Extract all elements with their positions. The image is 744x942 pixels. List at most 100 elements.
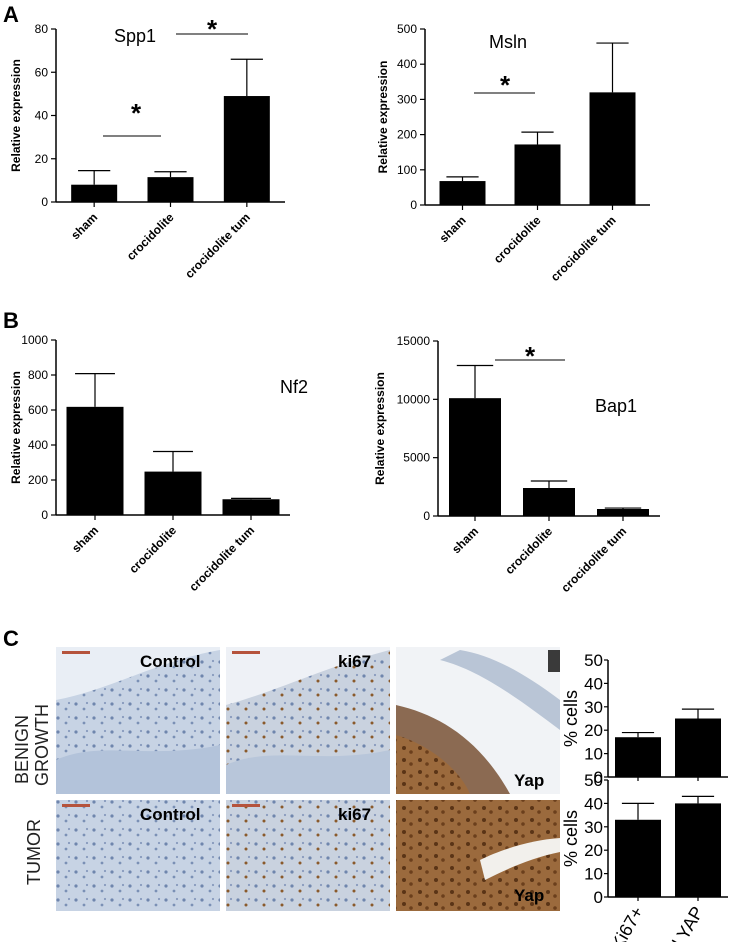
y-tick-label: 0 bbox=[423, 509, 430, 523]
y-tick-label: 50 bbox=[584, 651, 603, 670]
chart-title: Bap1 bbox=[595, 396, 637, 416]
y-tick-label: 20 bbox=[35, 152, 49, 166]
y-tick-label: 400 bbox=[28, 438, 48, 452]
y-tick-label: 200 bbox=[397, 128, 417, 142]
y-tick-label: 15000 bbox=[397, 334, 431, 348]
category-label: nucl YAP bbox=[654, 903, 708, 942]
category-label: sham bbox=[437, 213, 469, 245]
chart-msln: 0 100 200 300 400 500 sham crocidolite crocidoli… bbox=[376, 22, 650, 284]
significance-star: * bbox=[207, 14, 218, 44]
y-axis-label: % cells bbox=[561, 690, 581, 747]
chart-title: Spp1 bbox=[114, 26, 156, 46]
y-tick-label: 0 bbox=[41, 195, 48, 209]
category-label: sham bbox=[449, 524, 481, 556]
y-tick-label: 0 bbox=[41, 508, 48, 522]
y-tick-label: 10 bbox=[584, 865, 603, 884]
category-label: Ki67+ bbox=[607, 903, 648, 942]
panel-label-a: A bbox=[3, 2, 19, 27]
category-label: crocidolite tum bbox=[558, 524, 629, 595]
chart-title: Msln bbox=[489, 32, 527, 52]
y-tick-label: 50 bbox=[584, 771, 603, 790]
y-axis-label: Relative expression bbox=[376, 61, 390, 174]
y-tick-label: 300 bbox=[397, 92, 417, 106]
bar bbox=[615, 819, 661, 897]
y-tick-label: 200 bbox=[28, 473, 48, 487]
category-label: sham bbox=[69, 523, 101, 555]
y-axis-label: Relative expression bbox=[9, 371, 23, 484]
bar bbox=[223, 96, 270, 202]
image-benign-ki67 bbox=[226, 647, 390, 794]
chart-title: Nf2 bbox=[280, 377, 308, 397]
significance-star: * bbox=[131, 98, 142, 128]
category-label: crocidolite bbox=[126, 523, 179, 576]
y-tick-label: 100 bbox=[397, 163, 417, 177]
row-label-tumor: TUMOR bbox=[24, 819, 44, 885]
y-tick-label: 10000 bbox=[397, 392, 431, 406]
y-tick-label: 5000 bbox=[403, 451, 430, 465]
label-benign-yap: Yap bbox=[514, 771, 544, 790]
bar bbox=[222, 499, 280, 515]
y-tick-label: 0 bbox=[410, 198, 417, 212]
label-tumor-ki67: ki67 bbox=[338, 805, 371, 824]
label-tumor-control: Control bbox=[140, 805, 200, 824]
y-tick-label: 40 bbox=[584, 794, 603, 813]
image-benign-control bbox=[56, 647, 220, 794]
y-tick-label: 40 bbox=[35, 109, 49, 123]
bar bbox=[71, 184, 118, 202]
y-tick-label: 10 bbox=[584, 745, 603, 764]
label-benign-ki67: ki67 bbox=[338, 652, 371, 671]
y-tick-label: 500 bbox=[397, 22, 417, 36]
bar bbox=[144, 471, 202, 515]
bar bbox=[147, 177, 194, 202]
category-label: sham bbox=[68, 210, 100, 242]
chart-bap1: 0 5000 10000 15000 sham crocidolite crocidolit… bbox=[373, 334, 660, 595]
chart-tumor-percent: 0 10 20 30 40 50 Ki67+ nucl YAP % cells bbox=[561, 771, 728, 942]
label-tumor-yap: Yap bbox=[514, 886, 544, 905]
y-axis-label: Relative expression bbox=[373, 372, 387, 485]
bar bbox=[523, 488, 575, 516]
y-axis-label: Relative expression bbox=[9, 59, 23, 172]
image-tumor-ki67 bbox=[226, 800, 390, 911]
image-benign-yap bbox=[396, 647, 560, 794]
y-tick-label: 800 bbox=[28, 368, 48, 382]
significance-star: * bbox=[525, 341, 536, 371]
y-tick-label: 30 bbox=[584, 698, 603, 717]
y-tick-label: 20 bbox=[584, 841, 603, 860]
category-label: crocidolite tum bbox=[548, 213, 619, 284]
y-axis-label: % cells bbox=[561, 810, 581, 867]
y-tick-label: 30 bbox=[584, 818, 603, 837]
y-tick-label: 1000 bbox=[21, 333, 48, 347]
bar bbox=[597, 509, 649, 516]
bar bbox=[514, 144, 561, 205]
bar bbox=[589, 92, 636, 205]
image-tumor-control bbox=[56, 800, 220, 911]
y-tick-label: 20 bbox=[584, 721, 603, 740]
category-label: crocidolite bbox=[491, 213, 544, 266]
y-tick-label: 600 bbox=[28, 403, 48, 417]
category-label: crocidolite bbox=[124, 210, 177, 263]
image-tumor-yap bbox=[396, 800, 560, 911]
category-label: crocidolite tum bbox=[186, 523, 257, 594]
bar bbox=[615, 737, 661, 777]
bar bbox=[675, 803, 721, 897]
category-label: crocidolite tum bbox=[182, 210, 253, 281]
y-tick-label: 400 bbox=[397, 57, 417, 71]
y-tick-label: 60 bbox=[35, 65, 49, 79]
panel-label-b: B bbox=[3, 308, 19, 333]
panel-label-c: C bbox=[3, 626, 19, 651]
y-tick-label: 0 bbox=[594, 768, 603, 787]
y-tick-label: 0 bbox=[594, 888, 603, 907]
chart-benign-percent: 0 10 20 30 40 50 % cells bbox=[561, 651, 728, 787]
row-label-benign-line2: GROWTH bbox=[32, 704, 52, 786]
y-tick-label: 80 bbox=[35, 22, 49, 36]
category-label: crocidolite bbox=[502, 524, 555, 577]
histology-grid: Control ki67 Yap Control ki67 Yap BENIGN… bbox=[12, 647, 560, 911]
row-label-benign-line1: BENIGN bbox=[12, 715, 32, 784]
chart-nf2: 0 200 400 600 800 1000 sham crocidolite crocidol… bbox=[9, 333, 308, 594]
label-benign-control: Control bbox=[140, 652, 200, 671]
bar bbox=[439, 181, 486, 205]
bar bbox=[449, 398, 501, 516]
y-tick-label: 40 bbox=[584, 674, 603, 693]
chart-spp1: 0 20 40 60 80 sham crocidolite crocidolite tum S… bbox=[9, 14, 285, 281]
